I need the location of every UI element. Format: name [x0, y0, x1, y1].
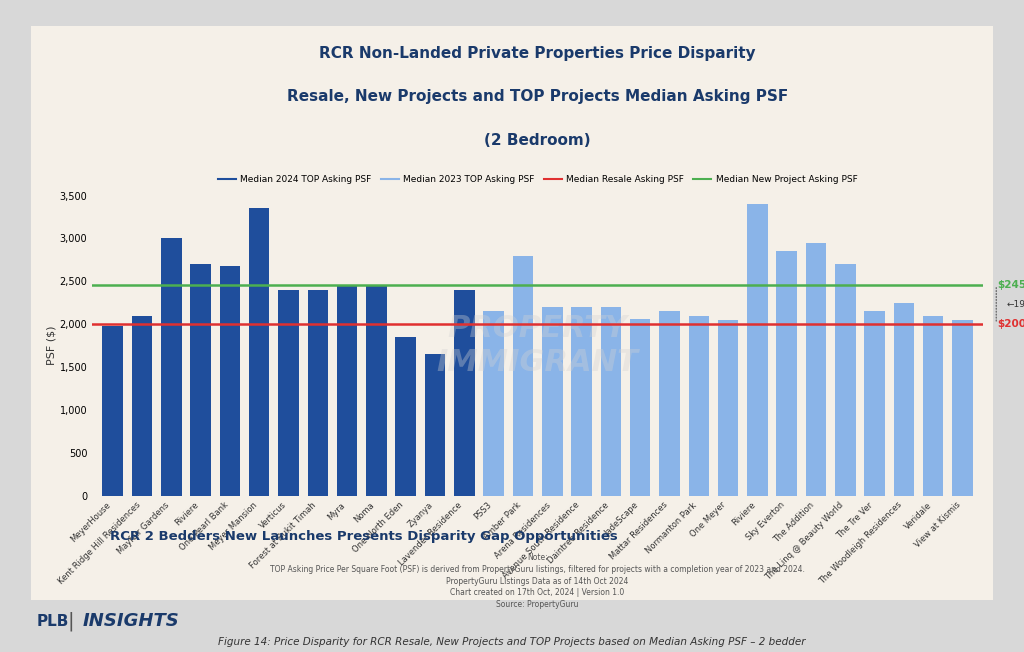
Bar — [190, 264, 211, 496]
Bar — [425, 354, 445, 496]
Bar — [395, 337, 416, 496]
Text: PROPERTY
IMMIGRANT: PROPERTY IMMIGRANT — [436, 314, 639, 377]
Bar — [513, 256, 534, 496]
Bar — [367, 286, 387, 496]
Bar — [806, 243, 826, 496]
Text: ←19%: ←19% — [1007, 300, 1024, 309]
Bar — [659, 311, 680, 496]
Bar — [337, 286, 357, 496]
Text: $2000: $2000 — [997, 319, 1024, 329]
Bar — [542, 307, 562, 496]
Bar — [249, 209, 269, 496]
Bar — [102, 326, 123, 496]
Bar — [688, 316, 709, 496]
Bar — [923, 316, 943, 496]
Bar — [307, 290, 328, 496]
Text: |: | — [68, 612, 74, 630]
Text: Figure 14: Price Disparity for RCR Resale, New Projects and TOP Projects based o: Figure 14: Price Disparity for RCR Resal… — [218, 637, 806, 647]
Bar — [483, 311, 504, 496]
Bar — [279, 290, 299, 496]
Bar — [835, 264, 856, 496]
Legend: Median 2024 TOP Asking PSF, Median 2023 TOP Asking PSF, Median Resale Asking PSF: Median 2024 TOP Asking PSF, Median 2023 … — [214, 171, 861, 187]
Bar — [952, 320, 973, 496]
Text: Resale, New Projects and TOP Projects Median Asking PSF: Resale, New Projects and TOP Projects Me… — [287, 89, 788, 104]
Bar — [718, 320, 738, 496]
Bar — [161, 239, 181, 496]
Bar — [864, 311, 885, 496]
Text: RCR Non-Landed Private Properties Price Disparity: RCR Non-Landed Private Properties Price … — [319, 46, 756, 61]
Bar — [630, 319, 650, 496]
Bar — [454, 290, 474, 496]
Bar — [894, 303, 914, 496]
Text: $2459: $2459 — [997, 280, 1024, 289]
Text: (2 Bedroom): (2 Bedroom) — [484, 133, 591, 148]
Bar — [601, 307, 622, 496]
Bar — [219, 266, 241, 496]
Text: RCR 2 Bedders New Launches Presents Disparity Gap Opportunities: RCR 2 Bedders New Launches Presents Disp… — [110, 530, 617, 542]
Text: Note:
TOP Asking Price Per Square Foot (PSF) is derived from PropertyGuru listin: Note: TOP Asking Price Per Square Foot (… — [270, 553, 805, 609]
Y-axis label: PSF ($): PSF ($) — [47, 326, 56, 365]
Bar — [132, 316, 153, 496]
Text: INSIGHTS: INSIGHTS — [83, 612, 179, 630]
Bar — [748, 204, 768, 496]
Bar — [776, 251, 797, 496]
Bar — [571, 307, 592, 496]
Text: PLB: PLB — [37, 614, 70, 629]
